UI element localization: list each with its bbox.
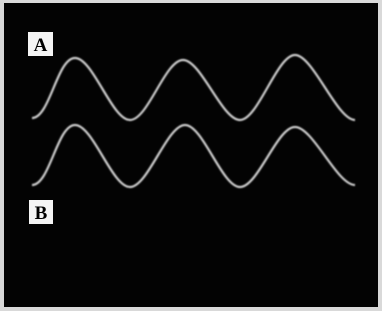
page: {"traces": [{"label": "A"}, {"label": "B… (0, 0, 382, 311)
trace-label: A (34, 35, 48, 56)
screen (4, 3, 378, 307)
oscilloscope-screen: A B (0, 0, 382, 311)
trace-label: B (35, 203, 48, 224)
